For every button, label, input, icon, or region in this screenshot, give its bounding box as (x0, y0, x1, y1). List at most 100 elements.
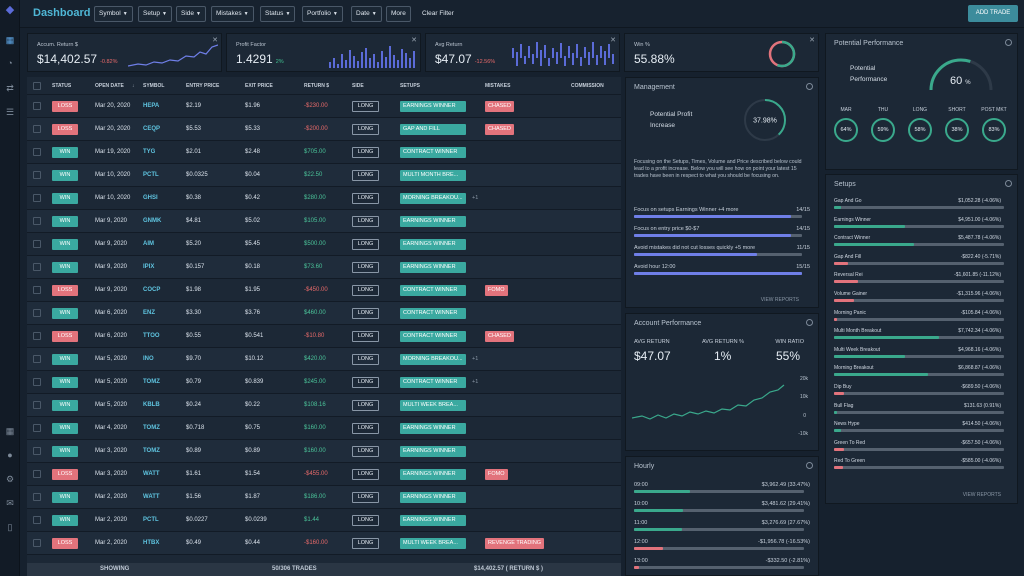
setup-tag[interactable]: EARNINGS WINNER (400, 423, 466, 434)
table-row[interactable]: LOSS Mar 3, 2020 WATT $1.61 $1.54 -$455.00 LON… (27, 463, 621, 486)
table-row[interactable]: WIN Mar 5, 2020 TOMZ $0.79 $0.839 $245.00 LONG… (27, 371, 621, 394)
symbol-link[interactable]: WATT (143, 471, 160, 477)
setup-tag[interactable]: MORNING BREAKOU... (400, 354, 466, 365)
symbol-link[interactable]: ENZ (143, 310, 155, 316)
setup-tag[interactable]: EARNINGS WINNER (400, 446, 466, 457)
row-checkbox[interactable] (33, 217, 41, 225)
gear-icon[interactable] (806, 462, 813, 469)
row-checkbox[interactable] (33, 378, 41, 386)
row-checkbox[interactable] (33, 447, 41, 455)
symbol-link[interactable]: HEPA (143, 103, 160, 109)
mistake-tag[interactable]: REVENGE TRADING (485, 538, 545, 549)
symbol-link[interactable]: GNMK (143, 218, 162, 224)
symbol-link[interactable]: TOMZ (143, 448, 160, 454)
setup-tag[interactable]: CONTRACT WINNER (400, 308, 466, 319)
gear-icon[interactable] (1005, 180, 1012, 187)
setup-tag[interactable]: CONTRACT WINNER (400, 331, 466, 342)
table-row[interactable]: WIN Mar 9, 2020 AIM $5.20 $5.45 $500.00 LONG EA… (27, 233, 621, 256)
row-checkbox[interactable] (33, 171, 41, 179)
symbol-link[interactable]: COCP (143, 287, 161, 293)
col-symbol[interactable]: SYMBOL (143, 83, 165, 89)
filter-symbol[interactable]: Symbol ▼ (94, 6, 133, 22)
filter-setup[interactable]: Setup ▼ (138, 6, 172, 22)
setup-tag[interactable]: EARNINGS WINNER (400, 262, 466, 273)
row-checkbox[interactable] (33, 539, 41, 547)
table-row[interactable]: WIN Mar 19, 2020 TYG $2.01 $2.48 $705.00 LONG C… (27, 141, 621, 164)
view-reports-link[interactable]: VIEW REPORTS (760, 297, 799, 303)
symbol-link[interactable]: TOMZ (143, 425, 160, 431)
col-return[interactable]: RETURN $ (304, 83, 330, 89)
filter-mistakes[interactable]: Mistakes ▼ (211, 6, 254, 22)
close-icon[interactable]: ✕ (809, 37, 815, 44)
setup-tag[interactable]: EARNINGS WINNER (400, 492, 466, 503)
more-setups[interactable]: +1 (472, 356, 479, 362)
table-row[interactable]: WIN Mar 9, 2020 GNMK $4.81 $5.02 $105.00 LONG E… (27, 210, 621, 233)
setup-tag[interactable]: CONTRACT WINNER (400, 147, 466, 158)
help-icon[interactable]: ● (7, 450, 13, 460)
row-checkbox[interactable] (33, 470, 41, 478)
setup-tag[interactable]: GAP AND FILL (400, 124, 466, 135)
table-row[interactable]: WIN Mar 9, 2020 IPIX $0.157 $0.18 $73.60 LONG E… (27, 256, 621, 279)
col-open-date[interactable]: OPEN DATE (95, 83, 124, 89)
settings-sliders-icon[interactable]: ☰ (5, 107, 15, 117)
col-setups[interactable]: SETUPS (400, 83, 421, 89)
panel-icon[interactable]: ▯ (7, 522, 13, 532)
filter-status[interactable]: Status ▼ (260, 6, 296, 22)
gear-icon[interactable] (806, 319, 813, 326)
mistake-tag[interactable]: CHASED (485, 124, 514, 135)
view-reports-link[interactable]: VIEW REPORTS (962, 492, 1001, 498)
mistake-tag[interactable]: CHASED (485, 331, 514, 342)
reports-icon[interactable]: ◔ (7, 58, 13, 68)
mistake-tag[interactable]: CHASED (485, 101, 514, 112)
setup-tag[interactable]: MULTI MONTH BRE... (400, 170, 466, 181)
row-checkbox[interactable] (33, 332, 41, 340)
col-mistakes[interactable]: MISTAKES (485, 83, 511, 89)
close-icon[interactable]: ✕ (212, 37, 218, 44)
symbol-link[interactable]: CEQP (143, 126, 161, 132)
table-row[interactable]: WIN Mar 2, 2020 WATT $1.56 $1.87 $186.00 LONG E… (27, 486, 621, 509)
col-side[interactable]: SIDE (352, 83, 364, 89)
filter-date[interactable]: Date ▼ (351, 6, 382, 22)
table-row[interactable]: LOSS Mar 20, 2020 CEQP $5.53 $5.33 -$200.00 LO… (27, 118, 621, 141)
symbol-link[interactable]: INO (143, 356, 154, 362)
setup-tag[interactable]: EARNINGS WINNER (400, 216, 466, 227)
more-setups[interactable]: +1 (472, 195, 479, 201)
col-commission[interactable]: COMMISSION (571, 83, 604, 89)
close-icon[interactable]: ✕ (610, 37, 616, 44)
row-checkbox[interactable] (33, 286, 41, 294)
table-row[interactable]: LOSS Mar 20, 2020 HEPA $2.19 $1.96 -$230.00 LO… (27, 95, 621, 118)
symbol-link[interactable]: AIM (143, 241, 154, 247)
symbol-link[interactable]: TTOO (143, 333, 160, 339)
symbol-link[interactable]: KBLB (143, 402, 160, 408)
filter-portfolio[interactable]: Portfolio ▼ (302, 6, 343, 22)
add-trade-button[interactable]: ADD TRADE (968, 5, 1018, 22)
table-row[interactable]: WIN Mar 5, 2020 KBLB $0.24 $0.22 $108.16 LONG M… (27, 394, 621, 417)
clear-filter-button[interactable]: Clear Filter (422, 10, 454, 17)
table-row[interactable]: LOSS Mar 2, 2020 HTBX $0.49 $0.44 -$160.00 LON… (27, 532, 621, 555)
symbol-link[interactable]: TOMZ (143, 379, 160, 385)
setup-tag[interactable]: CONTRACT WINNER (400, 377, 466, 388)
filter-more[interactable]: More (386, 6, 411, 22)
trades-icon[interactable]: ⇄ (6, 83, 14, 93)
dashboard-icon[interactable]: ▦ (5, 35, 15, 45)
row-checkbox[interactable] (33, 516, 41, 524)
table-row[interactable]: WIN Mar 10, 2020 PCTL $0.0325 $0.04 $22.50 LON… (27, 164, 621, 187)
table-row[interactable]: WIN Mar 10, 2020 GHSI $0.38 $0.42 $280.00 LONG… (27, 187, 621, 210)
col-exit-price[interactable]: EXIT PRICE (245, 83, 273, 89)
setup-tag[interactable]: CONTRACT WINNER (400, 285, 466, 296)
row-checkbox[interactable] (33, 355, 41, 363)
table-row[interactable]: WIN Mar 3, 2020 TOMZ $0.89 $0.89 $160.00 LONG E… (27, 440, 621, 463)
symbol-link[interactable]: GHSI (143, 195, 158, 201)
table-row[interactable]: WIN Mar 4, 2020 TOMZ $0.718 $0.75 $160.00 LONG… (27, 417, 621, 440)
sort-arrow-icon[interactable]: ↓ (132, 83, 135, 89)
table-row[interactable]: WIN Mar 2, 2020 PCTL $0.0227 $0.0239 $1.44 LON… (27, 509, 621, 532)
symbol-link[interactable]: PCTL (143, 517, 159, 523)
symbol-link[interactable]: HTBX (143, 540, 160, 546)
more-setups[interactable]: +1 (472, 379, 479, 385)
gear-icon[interactable]: ⚙ (5, 474, 15, 484)
row-checkbox[interactable] (33, 194, 41, 202)
table-row[interactable]: LOSS Mar 9, 2020 COCP $1.98 $1.95 -$450.00 LON… (27, 279, 621, 302)
table-row[interactable]: WIN Mar 6, 2020 ENZ $3.30 $3.76 $460.00 LONG CO… (27, 302, 621, 325)
filter-side[interactable]: Side ▼ (176, 6, 206, 22)
row-checkbox[interactable] (33, 309, 41, 317)
